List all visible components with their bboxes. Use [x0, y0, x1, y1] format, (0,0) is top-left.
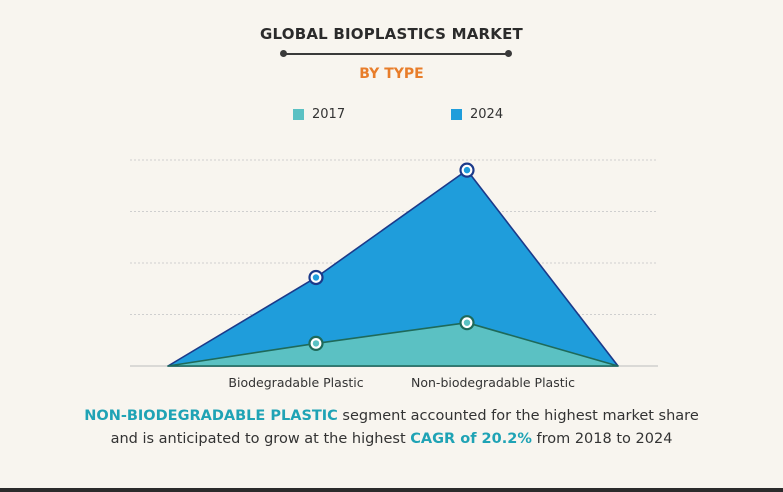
- data-point-core-2024-2: [463, 166, 471, 174]
- legend-swatch-2024: [451, 109, 462, 120]
- data-point-core-2017-2: [463, 319, 471, 326]
- footer-bar: [0, 488, 783, 492]
- caption-text-2: and is anticipated to grow at the highes…: [110, 431, 411, 447]
- caption-highlight-cagr: CAGR of 20.2%: [410, 431, 532, 447]
- legend-swatch-2017: [293, 109, 304, 120]
- data-point-core-2017-1: [312, 340, 320, 347]
- data-point-core-2024-1: [312, 274, 320, 281]
- legend-item-2017: 2017: [293, 107, 345, 122]
- chart-caption: NON-BIODEGRADABLE PLASTIC segment accoun…: [0, 405, 783, 451]
- caption-text-1: segment accounted for the highest market…: [337, 408, 699, 424]
- caption-highlight-segment: NON-BIODEGRADABLE PLASTIC: [84, 408, 338, 424]
- caption-text-3: from 2018 to 2024: [531, 431, 673, 447]
- title-underline-left-dot: [280, 50, 287, 57]
- legend-item-2024: 2024: [451, 107, 503, 122]
- legend-label-2017: 2017: [312, 107, 346, 122]
- chart-subtitle: BY TYPE: [359, 66, 424, 82]
- title-underline: [283, 53, 509, 55]
- area-chart: Biodegradable Plastic Non-biodegradable P…: [130, 159, 658, 390]
- title-underline-right-dot: [505, 50, 512, 57]
- chart-title: GLOBAL BIOPLASTICS MARKET: [260, 25, 523, 43]
- legend-label-2024: 2024: [470, 107, 504, 122]
- x-tick-label: Non-biodegradable Plastic: [411, 375, 575, 390]
- x-tick-label: Biodegradable Plastic: [228, 375, 363, 390]
